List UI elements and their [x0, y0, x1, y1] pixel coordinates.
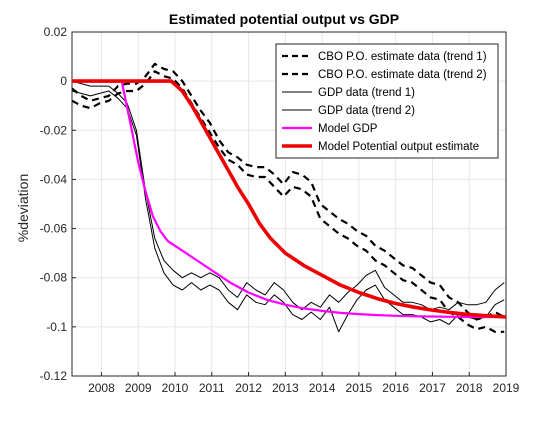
y-tick-label: -0.1 — [46, 320, 67, 334]
y-tick-label: 0 — [60, 74, 67, 88]
legend-label: Model GDP — [318, 123, 378, 135]
cbo-po-trend1-line — [72, 62, 505, 321]
x-tick-label: 2010 — [162, 381, 189, 395]
y-tick-label: 0.02 — [44, 25, 68, 39]
plot-area: 2008 2009 2010 2011 2012 2013 2014 2015 2016 2017… — [40, 25, 520, 395]
x-tick-label: 2017 — [419, 381, 446, 395]
model-gdp-line — [72, 79, 506, 319]
y-tick-label: -0.12 — [40, 369, 68, 383]
chart-title: Estimated potential output vs GDP — [169, 11, 399, 27]
y-tick-label: -0.08 — [40, 271, 68, 285]
x-tick-label: 2014 — [309, 381, 336, 395]
x-tick-label: 2008 — [88, 381, 115, 395]
cbo-po-trend2-line — [72, 70, 505, 333]
x-tick-label: 2009 — [125, 381, 152, 395]
axes-box — [71, 31, 507, 377]
model-potential-output-line — [72, 79, 506, 319]
legend-label: Model Potential output estimate — [318, 141, 479, 153]
legend-label: GDP data (trend 2) — [318, 105, 415, 117]
legend-label: CBO P.O. estimate data (trend 1) — [318, 51, 487, 63]
y-axis-label: %deviation — [15, 174, 31, 243]
y-tick-label: -0.06 — [40, 222, 68, 236]
y-tick-label: -0.02 — [40, 123, 68, 137]
legend-label: GDP data (trend 1) — [318, 87, 415, 99]
x-tick-label: 2015 — [346, 381, 373, 395]
x-tick-label: 2011 — [199, 381, 225, 395]
x-tick-label: 2012 — [235, 381, 262, 395]
y-tick-label: -0.04 — [40, 172, 68, 186]
legend-label: CBO P.O. estimate data (trend 2) — [318, 69, 487, 81]
x-tick-label: 2013 — [272, 381, 299, 395]
legend-box — [275, 43, 499, 159]
x-tick-label: 2016 — [382, 381, 409, 395]
x-tick-label: 2019 — [493, 381, 520, 395]
x-tick-label: 2018 — [456, 381, 483, 395]
